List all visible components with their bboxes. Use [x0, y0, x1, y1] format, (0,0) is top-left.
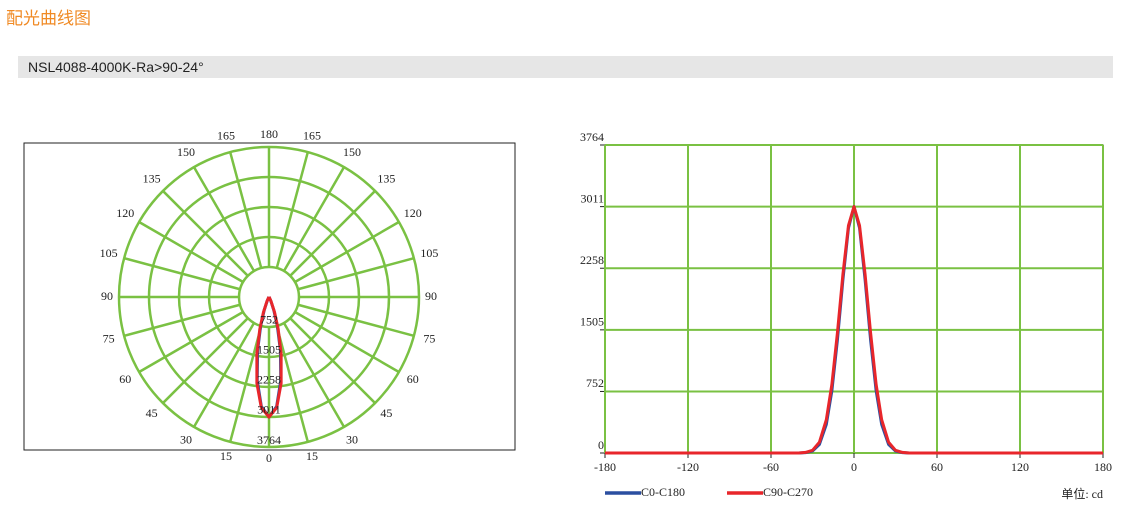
angle-label: 90: [101, 289, 113, 303]
legend-label: C0-C180: [641, 485, 685, 499]
angle-label: 165: [303, 128, 321, 142]
y-tick-label: 0: [598, 438, 604, 452]
intensity-curve: [255, 295, 283, 419]
r-tick-label: 1505: [257, 343, 281, 357]
angle-label: 30: [346, 433, 358, 447]
ring: [177, 205, 361, 389]
angle-label: 180: [260, 127, 278, 141]
ring: [237, 265, 301, 329]
y-tick-label: 2258: [580, 253, 604, 267]
angle-label: 15: [220, 449, 232, 463]
series-line: [605, 205, 1103, 455]
angle-label: 75: [103, 332, 115, 346]
angle-label: 165: [217, 128, 235, 142]
x-tick-label: -180: [594, 460, 616, 474]
angle-label: 150: [343, 145, 361, 159]
r-tick-label: 3764: [257, 433, 281, 447]
angle-label: 15: [306, 449, 318, 463]
ring: [117, 145, 421, 449]
angle-label: 75: [423, 332, 435, 346]
angle-label: 30: [180, 433, 192, 447]
y-tick-label: 3764: [580, 130, 604, 144]
polar-frame: [23, 142, 516, 451]
angle-label: 0: [266, 451, 272, 465]
angle-label: 135: [377, 171, 395, 185]
angle-label: 120: [116, 206, 134, 220]
model-bar: NSL4088-4000K-Ra>90-24°: [18, 56, 1113, 78]
angle-label: 90: [425, 289, 437, 303]
angle-label: 60: [407, 372, 419, 386]
r-tick-label: 752: [260, 313, 278, 327]
y-tick-label: 752: [586, 376, 604, 390]
y-tick-label: 1505: [580, 315, 604, 329]
x-tick-label: 0: [851, 460, 857, 474]
angle-label: 135: [143, 171, 161, 185]
angle-label: 45: [146, 406, 158, 420]
angle-label: 150: [177, 145, 195, 159]
angle-label: 105: [100, 246, 118, 260]
angle-label: 45: [380, 406, 392, 420]
angle-label: 60: [119, 372, 131, 386]
legend-label: C90-C270: [763, 485, 813, 499]
x-tick-label: -60: [763, 460, 779, 474]
page-title: 配光曲线图: [6, 9, 91, 28]
angle-label: 120: [404, 206, 422, 220]
y-tick-label: 3011: [580, 191, 604, 205]
angle-label: 105: [420, 246, 438, 260]
r-tick-label: 3011: [257, 403, 281, 417]
ring: [207, 235, 331, 359]
x-tick-label: 120: [1011, 460, 1029, 474]
x-tick-label: 180: [1094, 460, 1112, 474]
x-tick-label: 60: [931, 460, 943, 474]
x-tick-label: -120: [677, 460, 699, 474]
unit-note: 单位: cd: [1061, 486, 1103, 501]
r-tick-label: 2258: [257, 373, 281, 387]
